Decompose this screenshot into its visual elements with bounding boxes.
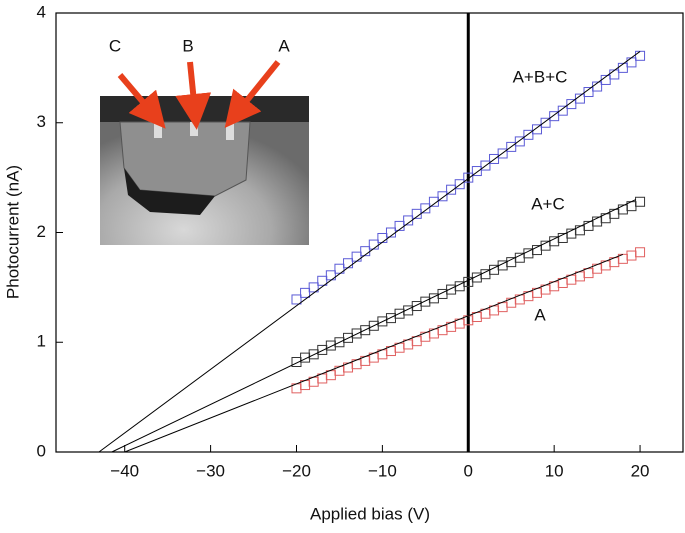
data-point: [463, 172, 474, 183]
data-point: [531, 124, 542, 135]
data-point: [480, 160, 491, 171]
data-point: [308, 282, 319, 293]
data-point: [583, 87, 594, 98]
data-point: [325, 340, 336, 351]
data-point: [420, 296, 431, 307]
y-tick-label: 4: [37, 2, 46, 21]
inset-label: A: [278, 36, 290, 55]
data-point: [437, 191, 448, 202]
data-point: [343, 258, 354, 269]
data-point: [420, 203, 431, 214]
data-point: [403, 215, 414, 226]
data-point: [471, 166, 482, 177]
series-label: A+C: [531, 194, 565, 213]
data-point: [574, 225, 585, 236]
data-point: [609, 208, 620, 219]
data-point: [566, 99, 577, 110]
data-point: [377, 232, 388, 243]
y-axis-label: Photocurrent (nA): [3, 165, 22, 299]
data-point: [446, 184, 457, 195]
data-point: [317, 344, 328, 355]
data-point: [626, 250, 637, 261]
y-tick-label: 2: [37, 222, 46, 241]
data-point: [428, 196, 439, 207]
x-tick-label: 0: [464, 461, 473, 480]
data-point: [506, 141, 517, 152]
data-point: [351, 328, 362, 339]
x-tick-label: −40: [110, 461, 139, 480]
data-point: [300, 287, 311, 298]
x-tick-label: 20: [631, 461, 650, 480]
data-point: [317, 275, 328, 286]
fit-line: [111, 199, 636, 453]
x-tick-label: −20: [282, 461, 311, 480]
data-point: [368, 239, 379, 250]
x-tick-label: 10: [545, 461, 564, 480]
data-point: [497, 148, 508, 159]
data-point: [574, 93, 585, 104]
data-point: [557, 105, 568, 116]
data-point: [583, 268, 594, 279]
data-point: [385, 313, 396, 324]
data-point: [635, 50, 646, 61]
data-point: [351, 251, 362, 262]
y-tick-label: 0: [37, 441, 46, 460]
data-point: [609, 69, 620, 80]
fit-line: [98, 51, 641, 453]
data-point: [334, 263, 345, 274]
y-tick-label: 3: [37, 112, 46, 131]
data-point: [411, 336, 422, 347]
x-tick-label: −30: [196, 461, 225, 480]
data-point: [626, 57, 637, 68]
inset-photo: [100, 60, 309, 245]
data-point: [514, 136, 525, 147]
data-point: [549, 111, 560, 122]
data-point: [506, 257, 517, 268]
inset-label: B: [182, 36, 193, 55]
x-axis-label: Applied bias (V): [310, 504, 430, 523]
series-label: A: [534, 305, 546, 324]
x-tick-label: −10: [368, 461, 397, 480]
data-point: [540, 117, 551, 128]
fit-line: [124, 253, 624, 453]
data-point: [411, 301, 422, 312]
series-label: A+B+C: [513, 67, 568, 86]
data-point: [480, 269, 491, 280]
data-point: [489, 153, 500, 164]
data-point: [291, 294, 302, 305]
data-point: [497, 302, 508, 313]
data-point: [523, 129, 534, 140]
data-point: [514, 252, 525, 263]
inset-label: C: [109, 36, 121, 55]
data-point: [549, 236, 560, 247]
data-point: [635, 196, 646, 207]
y-tick-label: 1: [37, 332, 46, 351]
data-point: [635, 247, 646, 258]
data-point: [454, 179, 465, 190]
